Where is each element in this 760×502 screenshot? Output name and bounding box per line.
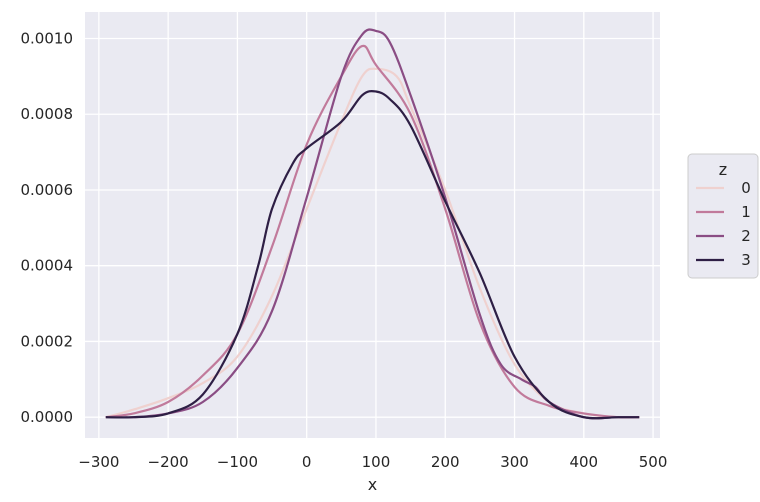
legend-title: z [719,160,727,179]
legend-items: 0 1 2 3 [696,179,751,269]
y-tick-label: 0.0010 [21,30,74,48]
y-tick-label: 0.0004 [21,257,74,275]
plot-area [85,12,660,438]
series-line-1 [105,44,640,419]
x-tick-label: 200 [431,453,460,471]
x-tick-label: 0 [302,453,312,471]
x-tick-label: −200 [148,453,189,471]
legend-box [687,153,759,279]
x-tick-label: 500 [639,453,668,471]
y-tick-label: 0.0008 [21,105,74,123]
x-tick-label: 300 [500,453,529,471]
y-axis-ticks: 0.0000 0.0002 0.0004 0.0006 0.0008 0.0010 [21,30,74,427]
legend: z 0 1 2 3 [687,153,759,279]
series-lines [105,28,640,420]
y-tick-label: 0.0000 [21,408,74,426]
series-line-3 [105,90,640,420]
legend-label: 3 [741,251,751,269]
x-tick-label: −100 [217,453,258,471]
x-tick-label: 400 [569,453,598,471]
y-tick-label: 0.0006 [21,181,74,199]
y-tick-label: 0.0002 [21,332,74,350]
x-tick-label: −300 [78,453,119,471]
x-axis-label: x [368,475,377,494]
legend-label: 1 [741,203,751,221]
legend-label: 2 [741,227,751,245]
x-axis-ticks: −300 −200 −100 0 100 200 300 400 500 [78,453,667,471]
grid [85,12,660,438]
x-tick-label: 100 [362,453,391,471]
legend-label: 0 [741,179,751,197]
